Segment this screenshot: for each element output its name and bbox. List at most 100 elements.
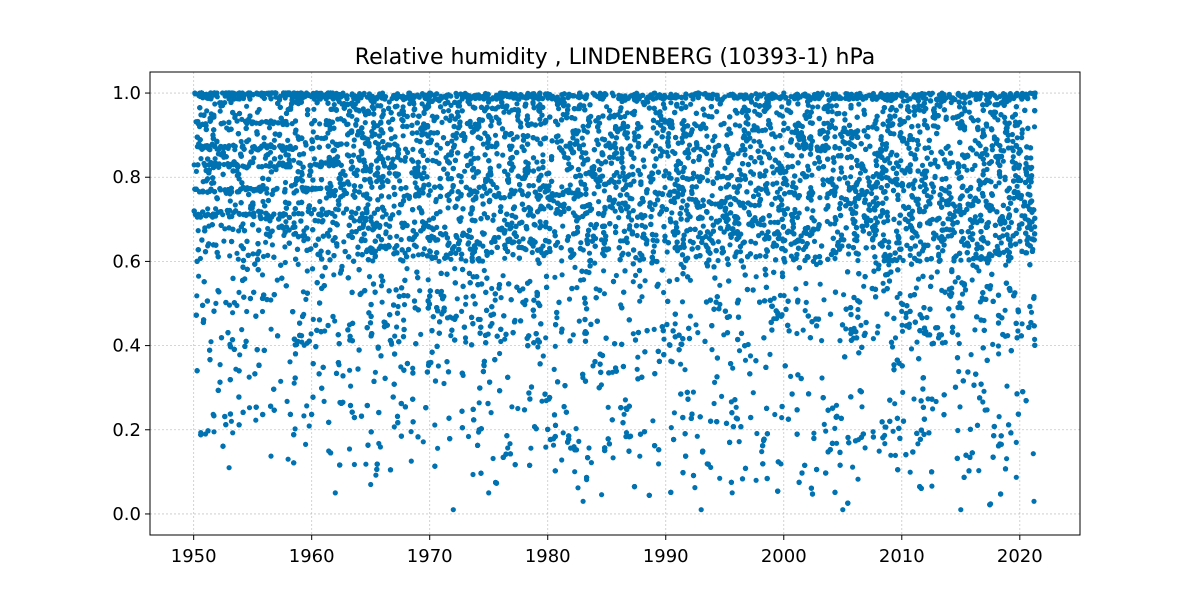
data-point: [631, 130, 637, 136]
data-point: [282, 179, 289, 186]
data-point: [665, 153, 671, 159]
data-point: [566, 161, 572, 167]
data-point: [469, 145, 475, 151]
data-point: [268, 453, 274, 459]
data-point: [964, 167, 970, 173]
data-point: [664, 149, 670, 155]
data-point: [738, 171, 744, 177]
data-point: [980, 127, 986, 133]
data-point: [217, 362, 223, 368]
data-point: [900, 98, 907, 104]
data-point: [398, 157, 404, 163]
data-point: [341, 239, 347, 245]
data-point: [890, 428, 896, 434]
data-point: [381, 108, 387, 114]
data-point: [753, 477, 759, 483]
data-point: [490, 455, 496, 462]
data-point: [489, 320, 495, 327]
data-point: [911, 396, 917, 402]
data-point: [574, 285, 580, 291]
data-point: [797, 177, 803, 184]
data-point: [529, 249, 535, 256]
data-point: [967, 100, 973, 106]
data-point: [637, 257, 643, 263]
data-point: [709, 347, 715, 353]
data-point: [375, 233, 382, 239]
data-point: [642, 278, 648, 284]
data-point: [875, 323, 881, 329]
data-point: [488, 410, 494, 416]
data-point: [911, 112, 918, 118]
data-point: [770, 131, 776, 137]
data-point: [404, 266, 410, 272]
data-point: [304, 403, 310, 409]
data-point: [1029, 164, 1035, 170]
data-point: [742, 357, 749, 363]
data-point: [915, 142, 922, 148]
data-point: [839, 134, 845, 140]
data-point: [560, 223, 566, 229]
data-point: [1019, 321, 1025, 327]
data-point: [730, 365, 736, 371]
data-point: [630, 279, 636, 285]
data-point: [588, 222, 594, 228]
data-point: [1032, 224, 1038, 230]
data-point: [372, 369, 378, 375]
data-point: [310, 316, 316, 322]
data-point: [883, 146, 889, 152]
data-point: [238, 138, 244, 145]
data-point: [560, 111, 566, 118]
data-point: [563, 143, 569, 149]
data-point: [624, 239, 630, 246]
data-point: [395, 303, 401, 310]
data-point: [750, 390, 756, 396]
data-point: [903, 314, 909, 321]
data-point: [355, 205, 361, 211]
data-point: [397, 178, 403, 184]
data-point: [1017, 238, 1023, 244]
data-point: [846, 251, 852, 257]
data-point: [899, 328, 906, 334]
data-point: [629, 217, 635, 223]
data-point: [771, 316, 777, 322]
data-point: [612, 208, 618, 214]
data-point: [543, 398, 549, 404]
data-point: [705, 178, 711, 184]
data-point: [768, 219, 774, 225]
data-point: [366, 274, 373, 280]
data-point: [421, 165, 427, 171]
data-point: [892, 335, 899, 341]
data-point: [981, 388, 987, 394]
data-point: [916, 103, 922, 109]
data-point: [924, 314, 930, 321]
data-point: [466, 240, 472, 246]
data-point: [690, 389, 697, 395]
data-point: [550, 442, 557, 448]
data-point: [855, 306, 861, 313]
data-point: [463, 339, 469, 345]
data-point: [777, 186, 783, 192]
data-point: [899, 322, 905, 328]
data-point: [829, 109, 835, 115]
data-point: [796, 210, 802, 216]
data-point: [848, 165, 855, 171]
data-point: [408, 458, 414, 464]
data-point: [954, 219, 961, 225]
data-point: [213, 300, 219, 306]
data-point: [717, 301, 723, 307]
data-point: [420, 439, 426, 445]
data-point: [492, 297, 498, 303]
data-point: [882, 251, 888, 257]
data-point: [260, 253, 267, 260]
data-point: [437, 145, 443, 151]
data-point: [996, 180, 1002, 186]
data-point: [265, 252, 271, 258]
data-point: [324, 185, 330, 191]
data-point: [692, 485, 698, 491]
data-point: [752, 240, 759, 246]
data-point: [282, 244, 288, 250]
data-point: [401, 193, 407, 199]
data-point: [598, 237, 605, 243]
data-point: [682, 367, 688, 373]
data-point: [448, 113, 454, 119]
